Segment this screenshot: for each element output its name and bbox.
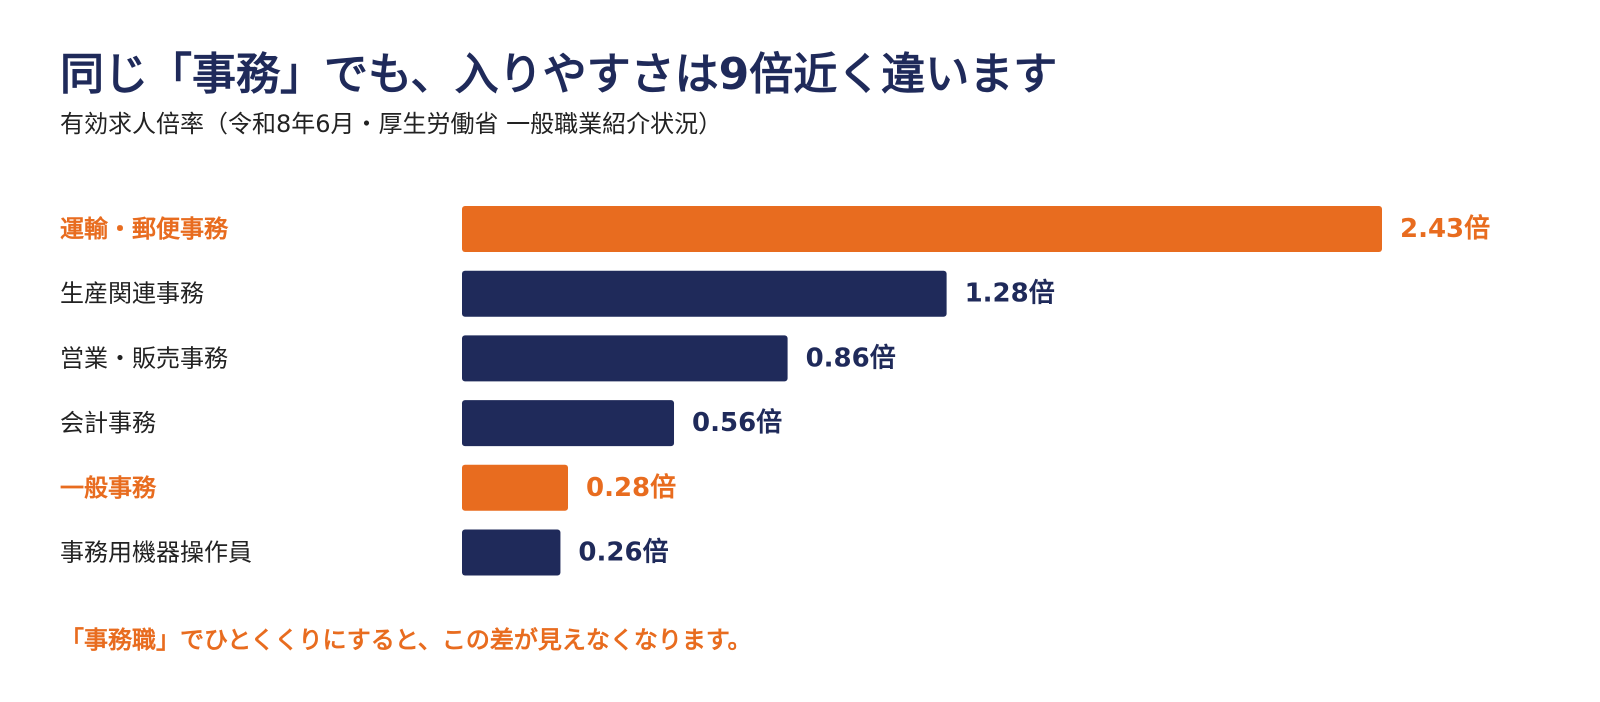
bar bbox=[462, 464, 569, 511]
value-label: 0.56倍 bbox=[692, 407, 782, 438]
bar bbox=[462, 400, 675, 447]
value-label: 0.28倍 bbox=[586, 472, 676, 503]
bar bbox=[462, 270, 947, 317]
category-label: 運輸・郵便事務 bbox=[60, 215, 229, 243]
value-label: 0.86倍 bbox=[806, 342, 896, 373]
bar bbox=[462, 206, 1382, 252]
category-label: 一般事務 bbox=[60, 474, 157, 502]
chart-subtitle: 有効求人倍率（令和8年6月・厚生労働省 一般職業紹介状況） bbox=[60, 110, 723, 138]
category-label: 営業・販売事務 bbox=[60, 344, 228, 372]
bar bbox=[462, 335, 788, 382]
category-label: 生産関連事務 bbox=[60, 280, 204, 308]
value-label: 0.26倍 bbox=[578, 537, 668, 568]
footnote: 「事務職」でひとくくりにすると、この差が見えなくなります。 bbox=[60, 626, 752, 654]
category-label: 会計事務 bbox=[60, 409, 156, 437]
value-label: 2.43倍 bbox=[1400, 213, 1490, 244]
chart-title: 同じ「事務」でも、入りやすさは9倍近く違います bbox=[60, 49, 1058, 100]
value-label: 1.28倍 bbox=[965, 278, 1055, 309]
bar bbox=[462, 529, 561, 576]
category-label: 事務用機器操作員 bbox=[60, 539, 252, 567]
